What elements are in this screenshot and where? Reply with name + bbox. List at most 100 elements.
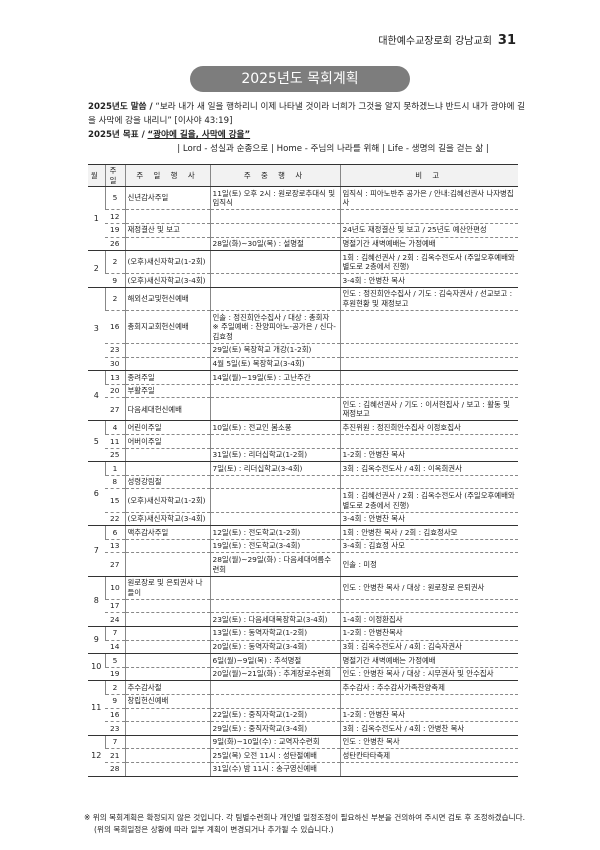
note-cell	[339, 357, 518, 372]
event-cell	[124, 599, 210, 614]
goal-line: 2025년 목표 / “광야에 길을, 사막에 강을”	[88, 128, 528, 142]
note-cell	[339, 343, 518, 358]
sunday-cell: 22	[105, 512, 125, 527]
plan-row: 8 성령강림절	[88, 475, 518, 490]
note-cell: 추진위원 : 정진희안수집사 이정호집사	[339, 420, 518, 436]
weekly-cell: 9일(화)~10일(수) : 교역자수련회	[209, 735, 340, 750]
weekly-cell	[209, 680, 340, 695]
month-cell: 8	[88, 576, 105, 627]
sunday-cell: 19	[105, 223, 125, 238]
page-number: 31	[497, 33, 516, 48]
plan-row: 2 2 (오후)새신자학교(1-2회) 1회 : 김혜선권사 / 2회 : 김옥수전도…	[88, 250, 518, 288]
month-cell: 7	[88, 525, 105, 577]
weekly-cell	[209, 434, 340, 449]
sunday-cell: 20	[105, 384, 125, 399]
verse-text: “보라 내가 새 일을 행하리니 이제 나타낼 것이라 너희가 그것을 알지 못…	[88, 102, 525, 126]
verse-label: 2025년도 말씀 /	[88, 102, 153, 112]
event-cell: (오후)새신자학교(3-4회)	[124, 273, 210, 288]
weekly-cell: 11일(토) 오후 2시 : 원로장로추대식 및 임직식	[209, 186, 340, 211]
note-cell: 1-4회 : 이정환집사	[339, 612, 518, 627]
sunday-cell: 30	[105, 357, 125, 372]
note-cell	[339, 209, 518, 224]
weekly-cell	[209, 599, 340, 614]
column-header: 비 고	[339, 163, 518, 188]
note-cell: 1-2회 : 안병찬 목사	[339, 448, 518, 463]
note-cell: 1회 : 안병찬 목사 / 2회 : 김효정사모	[339, 525, 518, 540]
weekly-cell: 22일(토) : 중직자학교(1-2회)	[209, 708, 340, 723]
event-cell: 종려주일	[124, 370, 210, 385]
note-cell: 3회 : 김옥수전도사 / 4회 : 김숙자권사	[339, 640, 518, 655]
sunday-cell: 9	[105, 694, 125, 709]
note-cell: 인솔 : 미정	[339, 552, 518, 577]
note-cell: 명절기간 새벽예배는 가정예배	[339, 653, 518, 668]
event-cell: 추수감사절	[124, 680, 210, 695]
event-cell	[124, 209, 210, 224]
plan-row: 12	[88, 209, 518, 224]
plan-row: 1 5 신년감사주일 11일(토) 오후 2시 : 원로장로추대식 및 임직식 임직식 …	[88, 186, 518, 252]
event-cell	[124, 626, 210, 641]
note-cell: 명절기간 새벽예배는 가정예배	[339, 237, 518, 252]
event-cell	[124, 748, 210, 763]
event-cell: 원로장로 및 은퇴권사 나들이	[124, 576, 210, 600]
month-cell: 3	[88, 287, 105, 372]
note-cell	[339, 475, 518, 490]
note-cell: 1-2회 : 안병찬목사	[339, 626, 518, 641]
plan-row: 9 창립헌신예배	[88, 694, 518, 709]
month-cell: 10	[88, 653, 105, 682]
month-cell: 11	[88, 680, 105, 736]
weekly-cell: 6일(월)~9일(목) : 추석명절	[209, 653, 340, 668]
column-header: 주일	[104, 163, 125, 188]
plan-row: 25 31일(토) : 리더십학교(1-2회) 1-2회 : 안병찬 목사	[88, 448, 518, 463]
title-banner: 2025년도 목회계획	[190, 66, 410, 92]
sunday-cell: 28	[105, 762, 125, 777]
sunday-cell: 17	[105, 599, 125, 614]
weekly-cell: 20일(토) : 동역자학교(3-4회)	[209, 640, 340, 655]
weekly-cell: 인솔 : 정진희안수집사 / 대상 : 총회자 ※ 주일예배 : 찬양피아노-공…	[209, 310, 340, 344]
weekly-cell	[209, 384, 340, 399]
weekly-cell: 7일(토) : 리더십학교(3-4회)	[209, 461, 340, 476]
weekly-cell	[209, 488, 340, 513]
note-cell: 1-2회 : 안병찬 목사	[339, 708, 518, 723]
month-cell: 12	[88, 735, 105, 777]
note-cell: 3-4회 : 김효정 사모	[339, 539, 518, 554]
month-cell: 4	[88, 370, 105, 422]
event-cell	[124, 612, 210, 627]
event-cell	[124, 357, 210, 372]
note-cell: 추수감사 : 추수감사가족찬양축제	[339, 680, 518, 695]
sunday-cell: 27	[105, 397, 125, 422]
plan-row: 26 28일(화)~30일(목) : 설명절 명절기간 새벽예배는 가정예배	[88, 237, 518, 252]
weekly-cell	[209, 512, 340, 527]
weekly-cell	[209, 250, 340, 275]
sunday-cell: 5	[104, 653, 125, 668]
plan-row: 4 13 종려주일 14일(월)~19일(토) : 고난주간	[88, 370, 518, 422]
event-cell: 다음세대헌신예배	[124, 397, 210, 422]
plan-row: 14 20일(토) : 동역자학교(3-4회) 3회 : 김옥수전도사 / 4회 :…	[88, 640, 518, 655]
event-cell	[124, 667, 210, 682]
sunday-cell: 23	[105, 721, 125, 736]
sunday-cell: 5	[104, 186, 125, 211]
sunday-cell: 7	[104, 626, 125, 641]
note-cell: 인도 : 안병찬 목사 / 대상 : 시무권사 및 안수집사	[339, 667, 518, 682]
plan-row: 27 다음세대헌신예배 인도 : 김혜선권사 / 기도 : 이서현집사 / 보고 :…	[88, 397, 518, 422]
note-cell: 24년도 재정결산 및 보고 / 25년도 예산안편성	[339, 223, 518, 238]
plan-row: 5 4 어린이주일 10일(토) : 전교인 봄소풍 추진위원 : 정진희안수집사 이정…	[88, 420, 518, 463]
plan-row: 10 5 6일(월)~9일(목) : 추석명절 명절기간 새벽예배는 가정예배	[88, 653, 518, 682]
event-cell: 맥추감사주일	[124, 525, 210, 540]
note-cell	[339, 434, 518, 449]
note-cell: 인도 : 정진희안수집사 / 기도 : 김숙자권사 / 선교보고 : 후원현황 …	[339, 287, 518, 312]
event-cell: (오후)새신자학교(1-2회)	[124, 488, 210, 513]
plan-row: 7 6 맥추감사주일 12일(토) : 전도학교(1-2회) 1회 : 안병찬 목사 /…	[88, 525, 518, 577]
event-cell: 창립헌신예배	[124, 694, 210, 709]
weekly-cell	[209, 273, 340, 288]
sunday-cell: 23	[105, 343, 125, 358]
sunday-cell: 8	[105, 475, 125, 490]
plan-row: 21 25일(목) 오전 11시 : 성탄절예배 성탄칸타타축제	[88, 748, 518, 763]
goal-text: “광야에 길을, 사막에 강을”	[147, 130, 251, 140]
note-cell: 1회 : 김혜선권사 / 2회 : 김옥수전도사 (주일오후예배와 별도로 2층…	[339, 488, 518, 513]
weekly-cell: 31일(수) 밤 11시 : 송구영신예배	[209, 762, 340, 777]
event-cell	[124, 708, 210, 723]
intro: 2025년도 말씀 / “보라 내가 새 일을 행하리니 이제 나타낼 것이라 …	[88, 100, 528, 156]
weekly-cell	[209, 209, 340, 224]
